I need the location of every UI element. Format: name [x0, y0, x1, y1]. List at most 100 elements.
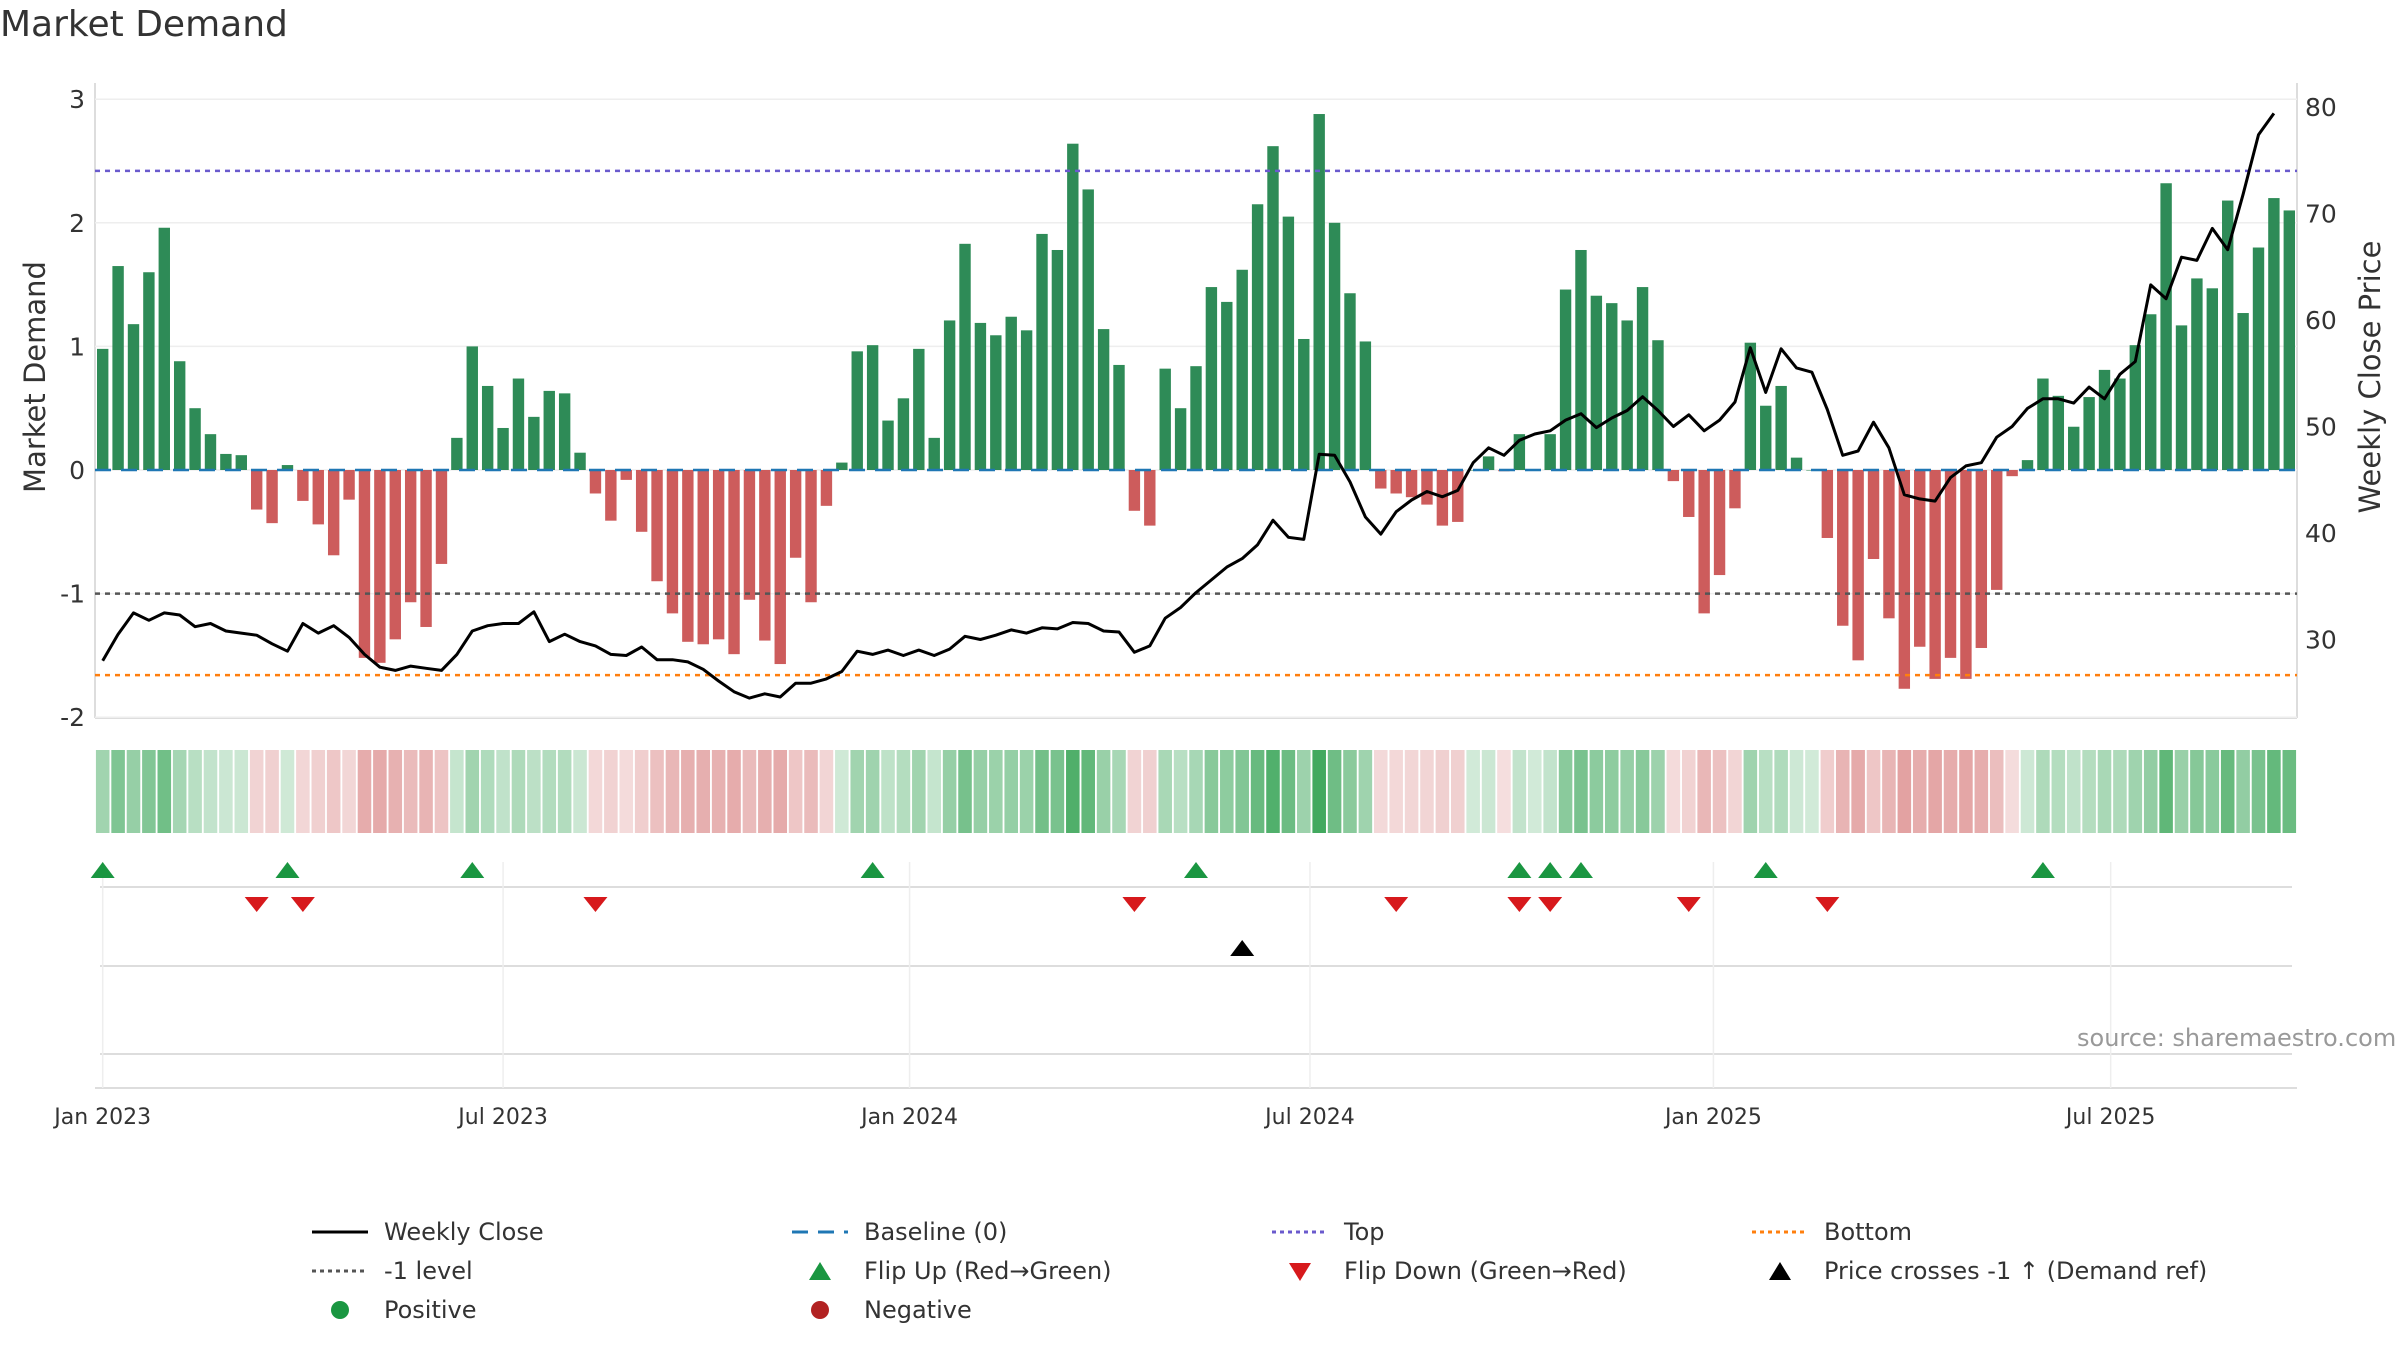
heat-strip-cell — [403, 750, 418, 833]
y-tick-label: 3 — [69, 85, 85, 114]
demand-bar — [759, 470, 771, 641]
heat-strip-cell — [850, 750, 865, 833]
heat-strip-cell — [2251, 750, 2266, 833]
heat-strip-cell — [2236, 750, 2250, 833]
heat-strip-cell — [1127, 750, 1142, 833]
heat-strip-cell — [1974, 750, 1989, 833]
heat-strip-cell — [958, 750, 972, 833]
demand-bar — [1159, 368, 1171, 470]
demand-bar — [1606, 303, 1618, 470]
heat-strip-cell — [434, 750, 449, 833]
flip-down-marker — [1384, 897, 1409, 912]
heat-strip-cell — [681, 750, 695, 833]
heat-strip-cell — [1004, 750, 1018, 833]
heat-strip-cell — [234, 750, 249, 833]
legend-label: Weekly Close — [384, 1218, 544, 1246]
triangle-up-icon — [1769, 1262, 1791, 1280]
heat-strip-cell — [1266, 750, 1280, 833]
demand-bar — [1667, 470, 1680, 482]
y-tick-label: 2 — [69, 209, 85, 238]
demand-bar — [1313, 114, 1325, 471]
demand-bar — [220, 453, 232, 470]
heat-strip-cell — [1312, 750, 1326, 833]
demand-bar — [204, 434, 217, 470]
heat-strip-cell — [1204, 750, 1219, 833]
demand-bar — [974, 322, 987, 470]
heat-strip-cell — [1250, 750, 1265, 833]
heat-strip-cell — [1235, 750, 1249, 833]
heat-strip-cell — [788, 750, 803, 833]
demand-bar — [404, 470, 417, 603]
legend-label: Flip Up (Red→Green) — [864, 1257, 1112, 1285]
price-cross-marker — [1230, 940, 1255, 956]
demand-bar — [1960, 470, 1972, 679]
demand-bar — [1067, 143, 1079, 471]
demand-bar — [589, 470, 602, 494]
heat-strip-cell — [1774, 750, 1788, 833]
demand-bar — [1991, 470, 2003, 590]
demand-bar — [1113, 364, 1125, 470]
y2-tick-label: 40 — [2305, 519, 2337, 548]
heat-strip-cell — [1374, 750, 1388, 833]
heat-strip-cell — [249, 750, 264, 833]
heat-strip-cell — [1543, 750, 1557, 833]
heat-strip-cell — [1574, 750, 1588, 833]
demand-bar — [2037, 378, 2049, 470]
heat-strip-cell — [758, 750, 772, 833]
legend-label: Positive — [384, 1296, 477, 1324]
legend-weekly-close: Weekly Close — [310, 1215, 544, 1249]
heat-strip-cell — [1297, 750, 1311, 833]
demand-bar — [1929, 470, 1941, 679]
heat-strip-cell — [1358, 750, 1373, 833]
demand-bar — [1790, 457, 1803, 470]
demand-bar — [1683, 470, 1695, 517]
demand-bar — [1837, 470, 1849, 626]
heat-strip-cell — [1681, 750, 1696, 833]
demand-bar — [451, 437, 463, 470]
flip-down-marker — [1122, 897, 1147, 912]
heat-strip-cell — [188, 750, 202, 833]
demand-bar — [127, 324, 140, 470]
demand-bar — [836, 462, 848, 470]
flip-up-marker — [1507, 862, 1532, 878]
demand-bar — [1282, 216, 1295, 470]
heat-strip-cell — [835, 750, 849, 833]
demand-bar — [1036, 233, 1048, 470]
legend-label: Flip Down (Green→Red) — [1344, 1257, 1627, 1285]
heat-strip-cell — [157, 750, 172, 833]
demand-bar — [1359, 341, 1372, 470]
y-tick-label: -1 — [60, 580, 85, 609]
heat-strip-cell — [142, 750, 156, 833]
heat-strip-cell — [1096, 750, 1111, 833]
demand-bar — [1652, 340, 1664, 470]
heat-strip-cell — [1928, 750, 1942, 833]
demand-bar — [620, 470, 632, 480]
heat-strip-cell — [1989, 750, 2004, 833]
heat-strip-cell — [2036, 750, 2050, 833]
demand-bar — [420, 470, 432, 627]
flip-down-marker — [1507, 897, 1532, 912]
heat-strip-cell — [1327, 750, 1342, 833]
demand-bar — [2283, 210, 2295, 470]
demand-bar — [1267, 146, 1279, 470]
demand-bar — [635, 470, 648, 532]
heat-strip-cell — [326, 750, 341, 833]
demand-bar — [497, 427, 509, 470]
heat-strip-cell — [1481, 750, 1496, 833]
heat-strip-cell — [1943, 750, 1958, 833]
flip-up-marker — [2030, 862, 2055, 878]
y-axis-label-right: Weekly Close Price — [2353, 240, 2387, 514]
heat-strip-cell — [1143, 750, 1157, 833]
heat-strip-cell — [773, 750, 788, 833]
heat-strip-cell — [1712, 750, 1727, 833]
flip-down-marker — [290, 897, 315, 912]
heat-strip-cell — [1882, 750, 1896, 833]
heat-strip-cell — [496, 750, 510, 833]
flip-down-marker — [1815, 897, 1840, 912]
legend-label: Negative — [864, 1296, 972, 1324]
heat-strip-cell — [881, 750, 895, 833]
heat-strip-cell — [1697, 750, 1711, 833]
demand-bar — [882, 420, 894, 470]
demand-bar — [666, 470, 679, 614]
